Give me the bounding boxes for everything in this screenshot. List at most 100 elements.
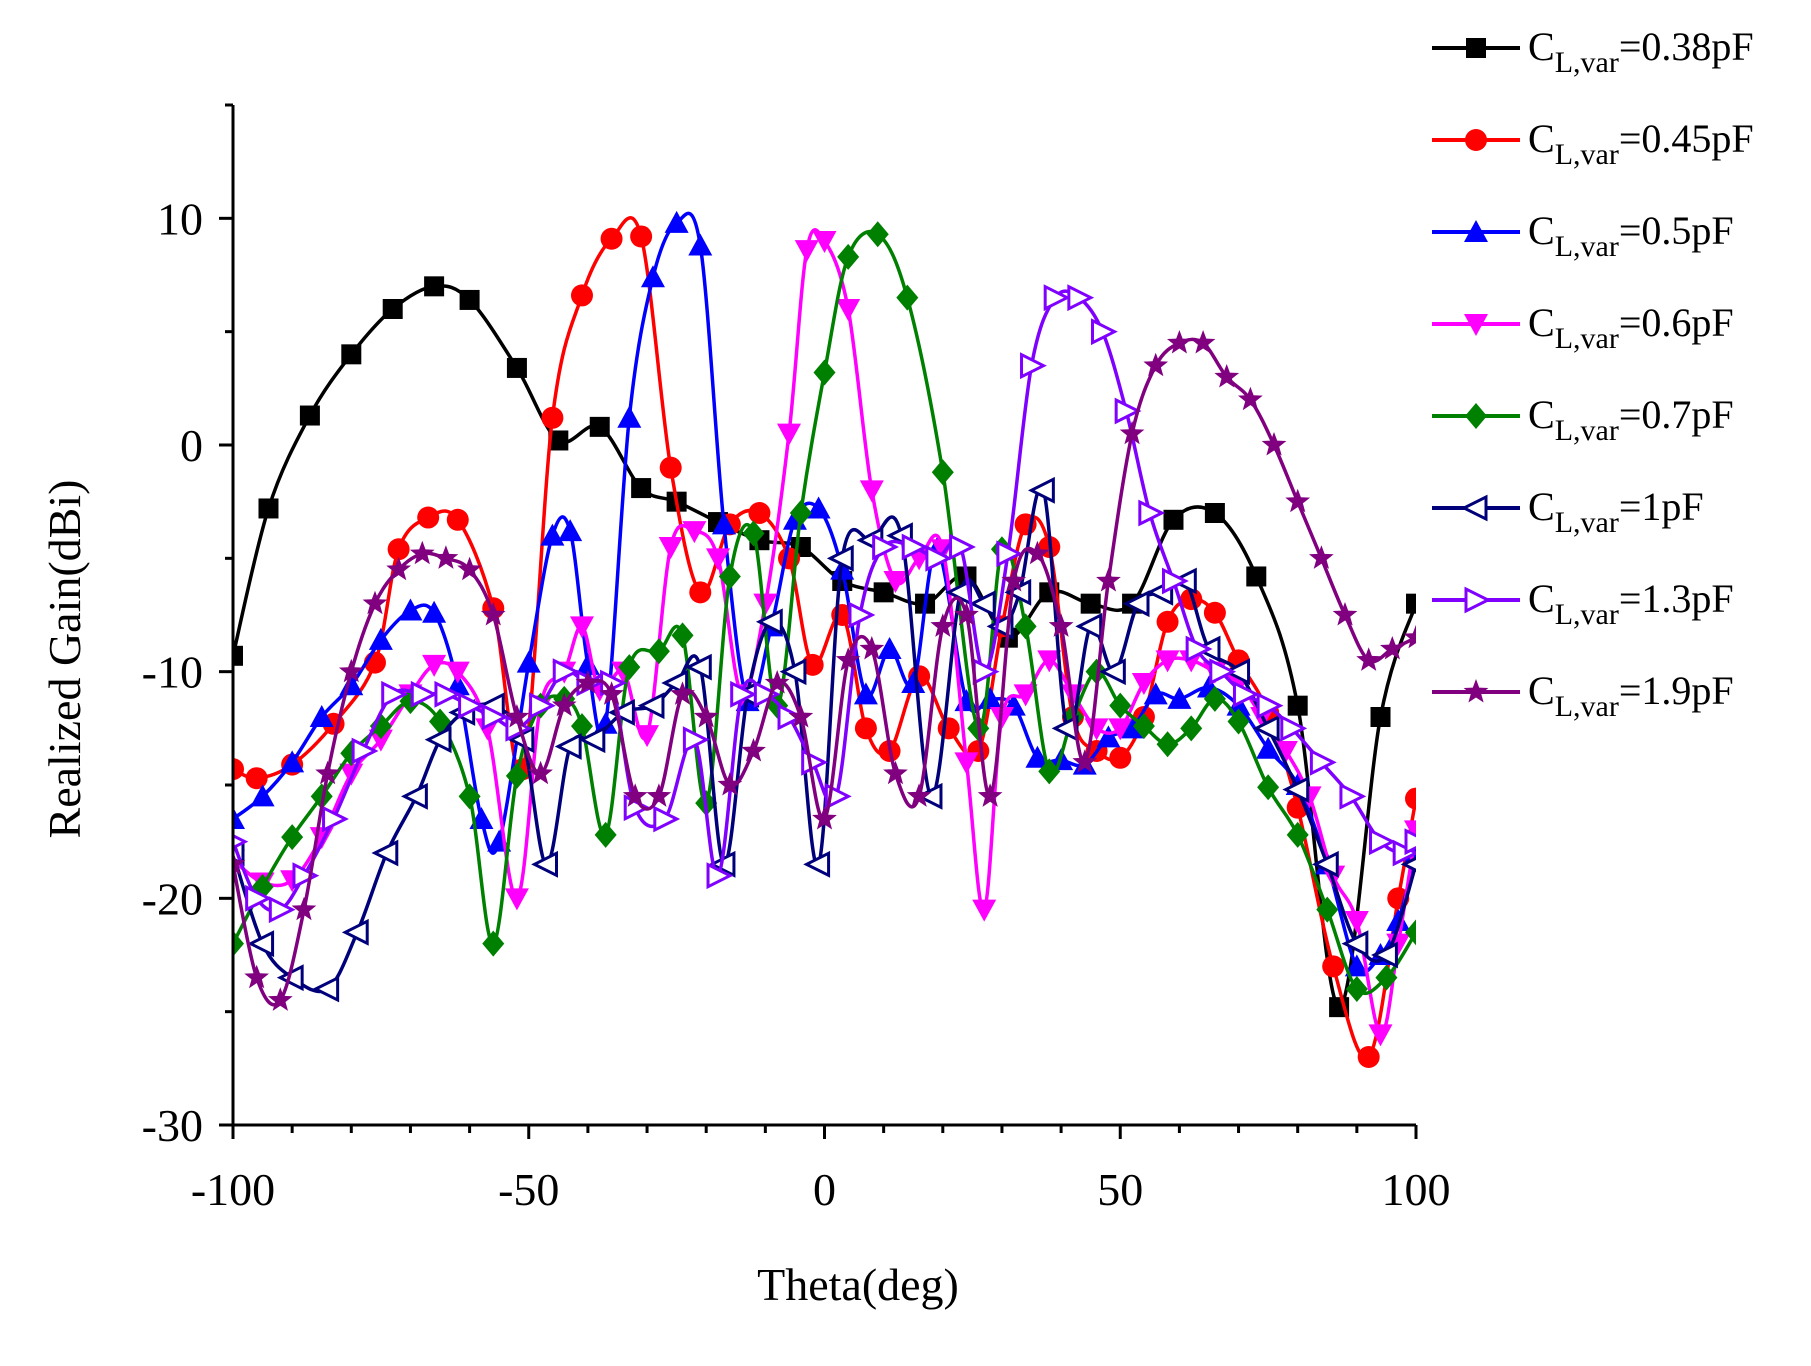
data-point [883, 571, 908, 593]
data-point [245, 884, 273, 912]
data-point [682, 521, 707, 544]
data-point [664, 210, 689, 233]
data-point [505, 762, 528, 789]
data-point [1405, 919, 1416, 946]
legend-label: CL,var=1.3pF [1528, 576, 1734, 631]
data-point [803, 850, 831, 878]
series-2 [233, 216, 1416, 1068]
x-tick-label: -50 [498, 1164, 559, 1215]
y-tick-label: 10 [157, 193, 203, 244]
data-point [1405, 787, 1416, 810]
data-point [1344, 954, 1369, 977]
data-point [753, 593, 778, 616]
data-point [1232, 680, 1260, 708]
data-point [1143, 352, 1169, 377]
data-point [433, 545, 459, 569]
legend-label: CL,var=0.5pF [1528, 208, 1734, 263]
data-point [1227, 708, 1250, 735]
data-point [1014, 613, 1037, 640]
data-point [1109, 692, 1132, 719]
data-point [706, 862, 734, 890]
data-point [233, 645, 243, 666]
data-point [813, 359, 836, 386]
data-point [801, 748, 829, 776]
x-tick-label: -100 [191, 1164, 275, 1215]
data-point [541, 406, 564, 429]
data-point [1223, 658, 1251, 686]
legend-label: CL,var=1pF [1528, 484, 1704, 539]
legend-item: CL,var=0.45pF [1432, 116, 1754, 171]
data-point [1214, 364, 1240, 388]
data-point [640, 265, 665, 288]
data-point [1316, 896, 1339, 923]
y-tick-label: 0 [180, 420, 203, 471]
data-point [873, 582, 894, 603]
data-point [401, 782, 428, 810]
legend-item: CL,var=0.38pF [1432, 24, 1754, 79]
legend-item: CL,var=1.3pF [1432, 576, 1734, 631]
data-point [930, 613, 956, 637]
data-point [1356, 647, 1381, 671]
data-point [1038, 758, 1061, 785]
data-point [755, 608, 783, 636]
data-point [531, 850, 558, 878]
data-point [1096, 725, 1121, 748]
data-point [949, 533, 976, 561]
data-point [558, 519, 583, 542]
series-4 [233, 228, 1416, 1047]
data-point [417, 506, 440, 529]
data-point [244, 964, 269, 989]
y-tick-label: -30 [142, 1100, 203, 1151]
data-point [268, 896, 296, 924]
data-point [578, 726, 606, 754]
data-point [398, 598, 423, 621]
data-point [424, 276, 445, 297]
data-point [931, 459, 954, 486]
x-axis-title: Theta(deg) [757, 1259, 959, 1310]
data-point [693, 704, 719, 728]
data-point [1131, 673, 1156, 695]
data-point [600, 227, 623, 250]
data-point [1370, 707, 1391, 727]
data-point [1156, 610, 1179, 633]
data-point [1025, 540, 1050, 565]
y-axis-title: Realized Gain(dBi) [39, 480, 90, 839]
data-point [1309, 545, 1334, 569]
data-point [245, 767, 268, 790]
data-point [1369, 828, 1396, 856]
data-point [233, 851, 246, 875]
data-point [381, 680, 409, 708]
data-point [646, 783, 672, 807]
data-point [954, 602, 979, 626]
data-point [1161, 567, 1189, 595]
series-line [233, 485, 1416, 994]
data-point [1091, 318, 1118, 346]
data-point [1163, 509, 1184, 530]
data-point [422, 654, 447, 677]
data-point [1341, 930, 1369, 958]
data-point [291, 896, 317, 921]
data-point [1167, 330, 1192, 354]
data-point [854, 717, 877, 740]
x-tick-label: 0 [813, 1164, 836, 1215]
data-point [1311, 850, 1339, 878]
data-point [292, 862, 320, 890]
data-point [937, 717, 960, 740]
data-point [1203, 601, 1226, 624]
data-point [322, 805, 349, 833]
data-point [647, 638, 670, 665]
series-line [233, 228, 1416, 1037]
data-point [281, 824, 304, 851]
data-point [457, 556, 482, 581]
data-point [1048, 613, 1074, 637]
data-point [280, 750, 305, 773]
data-point [1252, 714, 1280, 742]
data-point [883, 760, 908, 785]
data-point [369, 713, 392, 740]
data-point [853, 682, 878, 705]
data-point [915, 782, 943, 810]
data-point [1339, 782, 1367, 810]
data-point [1122, 590, 1150, 618]
data-point [422, 600, 447, 623]
